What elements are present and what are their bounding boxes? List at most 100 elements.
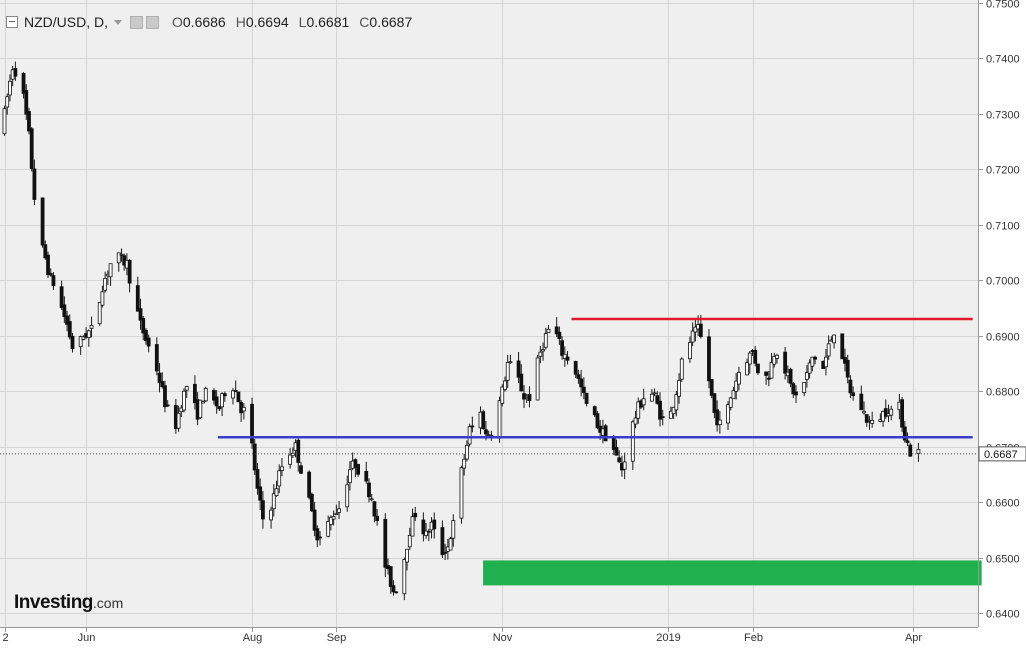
candle-body-down xyxy=(353,459,358,468)
candle xyxy=(902,421,907,443)
candle-body-up xyxy=(747,352,752,365)
candle-body-up xyxy=(538,351,543,357)
candle xyxy=(622,452,627,480)
candle-body-down xyxy=(299,465,303,474)
settings-icon[interactable] xyxy=(146,15,159,29)
candle xyxy=(734,373,739,400)
candle-body-up xyxy=(546,328,551,334)
candle-body-up xyxy=(649,393,654,402)
candle-body-down xyxy=(252,443,257,471)
candle-body-down xyxy=(579,378,584,388)
candle xyxy=(176,405,181,432)
high-label: H xyxy=(235,14,246,30)
demand-zone[interactable] xyxy=(483,560,982,586)
candle xyxy=(470,416,475,433)
candle xyxy=(135,276,140,312)
candle xyxy=(51,272,56,290)
candle xyxy=(440,520,445,558)
candle-body-up xyxy=(269,509,273,521)
candle-body-down xyxy=(312,509,317,531)
candle-body-up xyxy=(277,470,282,487)
candle xyxy=(127,259,132,293)
candle xyxy=(652,388,657,397)
candle-body-down xyxy=(21,72,26,94)
symbol-label[interactable]: NZD/USD, D, xyxy=(24,14,108,30)
candle-body-up xyxy=(464,444,469,460)
candle xyxy=(203,386,208,403)
candle xyxy=(288,448,293,469)
candle-body-up xyxy=(86,330,91,338)
candle-body-up xyxy=(108,263,113,278)
candle-body-up xyxy=(690,330,695,343)
grid-lines xyxy=(0,0,978,627)
candle xyxy=(772,352,777,368)
candle xyxy=(813,355,817,365)
candle xyxy=(328,515,333,531)
candle xyxy=(24,84,29,120)
investing-logo: Investing.com xyxy=(14,592,123,614)
candle xyxy=(81,335,86,341)
candle xyxy=(832,334,836,349)
visibility-icon[interactable] xyxy=(130,15,143,29)
candle-body-down xyxy=(560,340,564,356)
candle xyxy=(783,346,788,380)
candle-body-up xyxy=(870,419,875,424)
candle-body-down xyxy=(595,413,600,429)
candle-body-up xyxy=(810,356,815,367)
candle-body-down xyxy=(848,379,853,394)
candle xyxy=(43,240,48,260)
candle xyxy=(119,248,124,262)
candle xyxy=(424,522,429,539)
candle-body-down xyxy=(67,321,72,338)
candle-body-down xyxy=(212,390,216,401)
collapse-icon[interactable] xyxy=(6,16,18,28)
candle xyxy=(794,385,798,404)
chevron-down-icon[interactable] xyxy=(114,19,122,25)
candle-body-down xyxy=(217,406,222,410)
candle xyxy=(728,397,733,411)
candle xyxy=(584,392,589,407)
candle xyxy=(157,363,162,393)
candle xyxy=(307,470,312,500)
candle-body-down xyxy=(655,395,660,404)
candle-body-down xyxy=(27,111,31,132)
candle-body-up xyxy=(369,498,374,501)
candle-body-up xyxy=(500,386,505,404)
close-value: 0.6687 xyxy=(369,14,413,30)
candle xyxy=(859,385,864,411)
candle-body-up xyxy=(862,410,866,414)
candle xyxy=(712,393,717,419)
candle-body-up xyxy=(772,356,777,365)
candle-body-down xyxy=(660,416,665,419)
candle xyxy=(407,527,412,550)
x-tick-label: 2 xyxy=(2,632,8,644)
candle-body-up xyxy=(119,253,124,256)
candle-body-down xyxy=(426,530,431,533)
candle xyxy=(535,354,540,401)
x-tick-label: 2019 xyxy=(656,632,680,644)
candle-body-up xyxy=(622,461,627,470)
candle xyxy=(693,319,698,342)
candle-body-down xyxy=(756,363,760,374)
candle-body-down xyxy=(309,493,314,512)
candle-body-down xyxy=(421,519,426,535)
candle xyxy=(46,251,50,278)
y-tick-label: 0.7500 xyxy=(986,0,1020,11)
candle xyxy=(13,61,18,81)
x-axis-background xyxy=(0,627,978,649)
candle-body-up xyxy=(424,530,429,536)
x-tick-label: Jun xyxy=(78,632,96,644)
candle xyxy=(810,356,815,372)
candle-body-down xyxy=(48,273,53,276)
candle xyxy=(315,525,320,548)
close-label: C xyxy=(359,14,370,30)
candle-body-down xyxy=(557,331,562,340)
candle xyxy=(421,512,426,542)
candle xyxy=(538,346,543,364)
candle-body-down xyxy=(65,315,69,325)
candle xyxy=(633,411,638,429)
annotation-overlays xyxy=(217,317,982,586)
candle-body-down xyxy=(840,333,845,360)
candle xyxy=(747,351,752,374)
